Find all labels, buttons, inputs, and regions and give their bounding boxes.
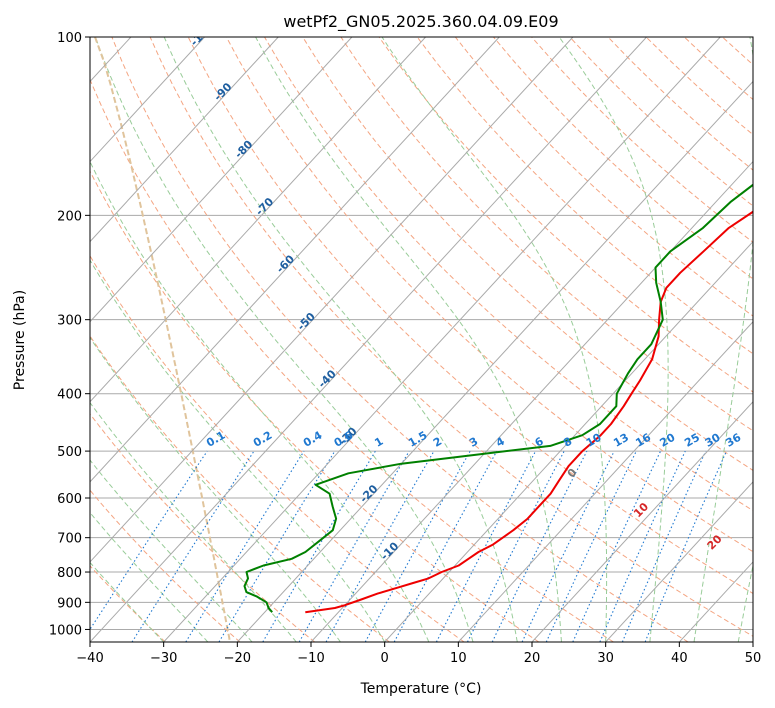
- dry-adiabat: [90, 254, 465, 642]
- y-tick-label: 300: [57, 314, 82, 329]
- dry-adiabat: [264, 37, 753, 512]
- dewpoint-profile: [243, 183, 753, 613]
- y-tick-label: 700: [57, 532, 82, 547]
- x-tick-label: 10: [450, 651, 467, 666]
- isotherm-line: [310, 160, 753, 642]
- plot-area: -100-90-80-70-60-50-40-30-20-10 0.10.20.…: [90, 20, 753, 642]
- chart-title: wetPf2_GN05.2025.360.04.09.E09: [283, 12, 558, 32]
- x-tick-label: 40: [671, 651, 688, 666]
- x-tick-label: −30: [150, 651, 177, 666]
- isotherm-line: [236, 80, 753, 642]
- isotherm-line: [90, 37, 500, 483]
- isotherm-label: -100: [188, 20, 217, 49]
- mixing-ratio-line: [185, 450, 305, 642]
- moist-adiabat: [90, 336, 341, 642]
- y-tick-label: 100: [57, 31, 82, 46]
- y-axis-label: Pressure (hPa): [12, 290, 28, 390]
- moist-adiabat: [90, 160, 430, 642]
- mixing-ratio-line: [90, 450, 208, 631]
- mixing-ratio-line: [467, 450, 565, 642]
- mixing-ratio-line: [218, 450, 336, 642]
- dry-adiabat: [111, 37, 689, 642]
- dry-adiabats: [90, 37, 753, 642]
- x-tick-label: 30: [597, 651, 614, 666]
- isotherm-line: [531, 401, 753, 642]
- isotherm-line: [90, 37, 574, 563]
- isotherm-line: [90, 37, 205, 163]
- isotherm-line: [605, 481, 753, 642]
- dry-adiabat: [225, 37, 753, 553]
- mixing-ratio-line: [131, 450, 255, 642]
- dry-adiabat: [90, 78, 614, 642]
- dry-adiabat: [90, 413, 316, 642]
- skewed-isotherms: [90, 37, 753, 642]
- dry-adiabat: [187, 37, 753, 595]
- mixing-ratio-lines: [90, 450, 728, 642]
- isotherm-line: [163, 37, 721, 642]
- mixing-ratio-labels: 0.1 0.2 0.4 0.6 1 1.5 2 3 4 6 8 10 13 16 20 25 30 36: [204, 429, 743, 450]
- x-tick-label: 50: [745, 651, 762, 666]
- x-tick-label: −20: [224, 651, 251, 666]
- moist-adiabat: [381, 37, 608, 642]
- moist-adiabat: [693, 37, 753, 642]
- x-tick-label: −10: [297, 651, 324, 666]
- x-axis-label: Temperature (°C): [360, 681, 482, 697]
- mixing-ratio-line: [393, 450, 498, 642]
- sounding-series: [243, 183, 753, 614]
- moist-adiabat: [90, 511, 209, 642]
- mixing-ratio-line: [599, 450, 686, 642]
- y-tick-label: 1000: [49, 623, 82, 638]
- moist-adiabat: [90, 561, 165, 642]
- dry-adiabat: [378, 37, 753, 393]
- moist-adiabat: [255, 37, 562, 642]
- moist-adiabat: [737, 562, 753, 642]
- isotherm-line: [90, 37, 279, 243]
- y-tick-label: 600: [57, 492, 82, 507]
- isotherm-line: [90, 37, 647, 642]
- moist-adiabat: [163, 37, 518, 642]
- isotherm-line: [90, 37, 426, 403]
- mixing-ratio-line: [325, 450, 435, 642]
- isotherm-line: [90, 37, 353, 323]
- x-axis: −40 −30 −20 −10 0 10 20 30 40 50: [76, 642, 761, 666]
- mixing-ratio-line: [491, 450, 588, 642]
- mixing-ratio-line: [364, 450, 471, 642]
- y-tick-label: 400: [57, 388, 82, 403]
- envelope-line: [94, 37, 231, 642]
- y-tick-label: 900: [57, 596, 82, 611]
- moist-adiabat: [95, 37, 474, 642]
- dry-adiabat: [90, 565, 166, 642]
- x-tick-label: 0: [381, 651, 389, 666]
- dry-adiabat: [302, 37, 753, 471]
- y-tick-label: 500: [57, 445, 82, 460]
- y-tick-label: 800: [57, 566, 82, 581]
- dry-adiabat: [90, 335, 390, 642]
- envelope-curve: [94, 37, 231, 642]
- x-tick-label: −40: [76, 651, 103, 666]
- moist-adiabat: [558, 37, 669, 642]
- moist-adiabat: [90, 459, 253, 642]
- moist-adiabats: [90, 37, 753, 642]
- x-tick-label: 20: [524, 651, 541, 666]
- temperature-profile: [305, 210, 753, 614]
- y-axis: 100 200 300 400 500 600 700 800 900 1000: [49, 31, 90, 638]
- isotherm-line: [457, 320, 753, 642]
- y-tick-label: 200: [57, 209, 82, 224]
- dry-adiabat: [90, 170, 540, 642]
- isotherm-line: [384, 240, 753, 642]
- mixing-ratio-line: [621, 450, 707, 642]
- plot-frame: [89, 36, 754, 643]
